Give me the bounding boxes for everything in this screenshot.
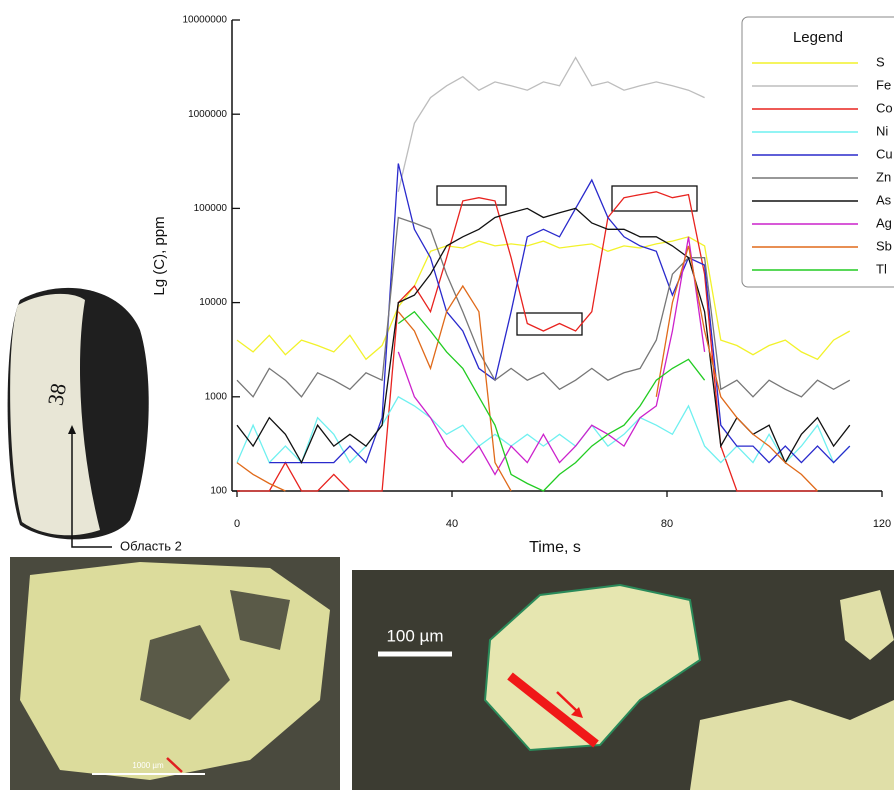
- y-tick-label: 100000: [194, 203, 228, 214]
- x-tick-label: 80: [661, 518, 673, 530]
- sample-number: 38: [43, 381, 71, 407]
- legend-label: Co: [876, 100, 893, 115]
- x-axis-label: Time, s: [529, 539, 581, 556]
- series-line: [398, 237, 704, 475]
- y-tick-label: 1000000: [188, 109, 227, 120]
- series-line: [237, 397, 850, 463]
- region-label: Область 2: [120, 538, 182, 553]
- annotation-boxes: [437, 186, 697, 335]
- scale-bar-label: 100 µm: [386, 626, 443, 645]
- legend-label: Zn: [876, 169, 891, 184]
- y-tick-label: 10000000: [183, 15, 228, 26]
- legend-title: Legend: [793, 29, 843, 46]
- x-tick-label: 40: [446, 518, 458, 530]
- scale-bar-label: 1000 µm: [132, 761, 164, 770]
- legend-label: Fe: [876, 77, 891, 92]
- y-tick-label: 100: [210, 486, 227, 497]
- micrograph-left: 1000 µm: [10, 557, 340, 790]
- micrograph-right: 100 µm: [352, 570, 894, 790]
- rock-photo: 38: [8, 288, 149, 539]
- y-tick-label: 1000: [205, 391, 228, 402]
- figure: 38 Область 2 1000 µm 100 µm Lg (C), ppm …: [0, 0, 894, 790]
- y-axis-label: Lg (C), ppm: [151, 216, 168, 295]
- legend-label: Tl: [876, 261, 887, 276]
- legend-label: Ag: [876, 215, 892, 230]
- series-line: [398, 312, 704, 491]
- legend-label: Sb: [876, 238, 892, 253]
- legend-label: Cu: [876, 146, 893, 161]
- series-line: [237, 246, 818, 491]
- x-tick-label: 120: [873, 518, 891, 530]
- y-tick-label: 10000: [199, 297, 227, 308]
- legend-label: As: [876, 192, 892, 207]
- x-tick-label: 0: [234, 518, 240, 530]
- series-line: [398, 58, 704, 192]
- legend-label: Ni: [876, 123, 888, 138]
- legend-label: S: [876, 54, 885, 69]
